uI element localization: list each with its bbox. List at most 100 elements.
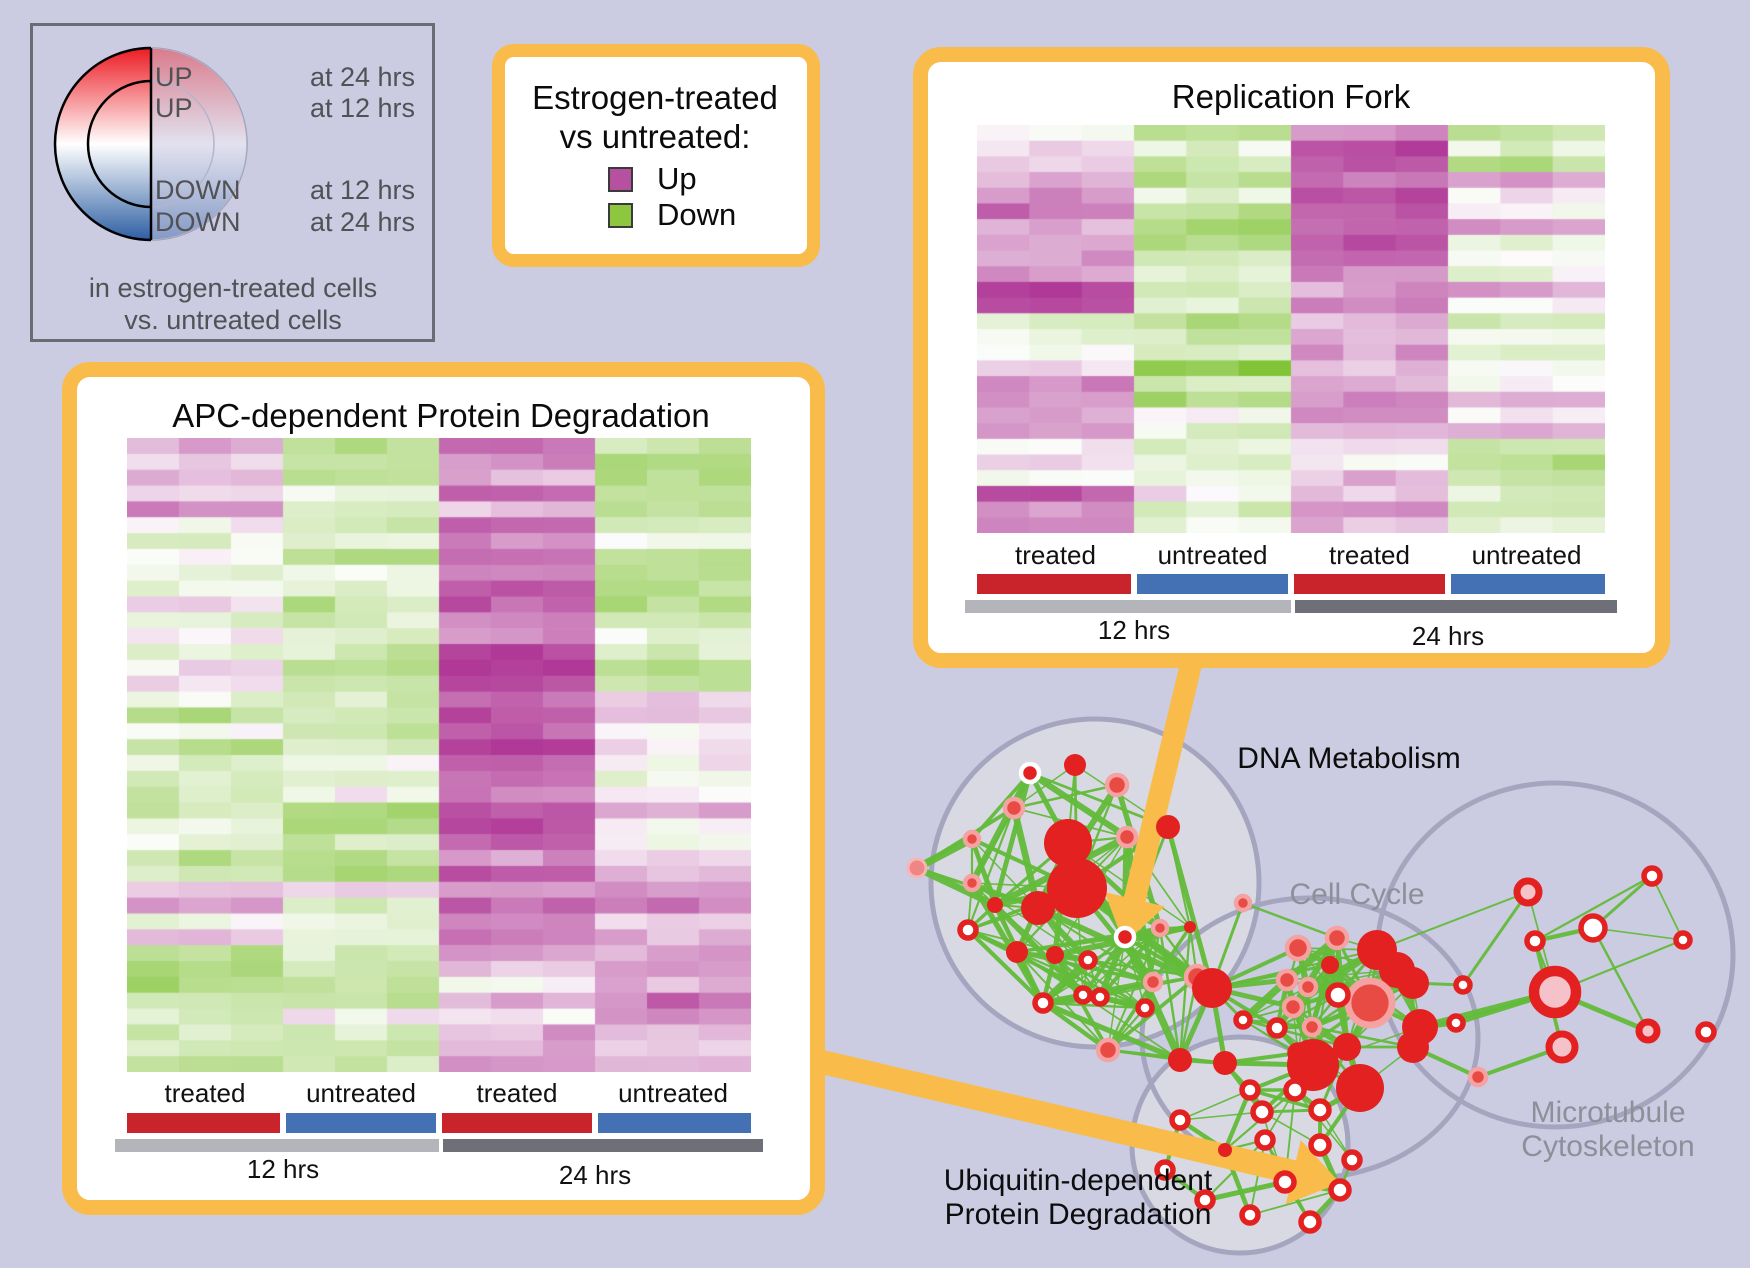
network-edge (1591, 927, 1650, 1032)
gene-node-ringP (1284, 934, 1312, 962)
network-edge (1592, 927, 1684, 941)
gene-node-solid (1044, 819, 1092, 867)
gene-node-ringP (962, 829, 982, 849)
network-edge (1013, 764, 1076, 809)
condition-color-bar (977, 574, 1131, 594)
gene-node-openW (1154, 1159, 1176, 1181)
gene-node-openW (1308, 1098, 1332, 1122)
gene-node-openP (1528, 965, 1582, 1019)
network-edge (1242, 1018, 1348, 1049)
network-edge (1179, 1111, 1263, 1121)
time-color-bar-12hrs (115, 1139, 439, 1152)
network-edge (1042, 935, 1126, 1005)
ring-row-time: at 12 hrs (309, 175, 415, 205)
time-label: 24 hrs (1411, 621, 1485, 651)
gene-node-solid (1046, 946, 1064, 964)
condition-label: treated (164, 1078, 246, 1108)
gene-node-openW (957, 919, 979, 941)
network-edge (1294, 1089, 1353, 1161)
condition-color-bar (442, 1113, 592, 1133)
gene-node-openW (1233, 1010, 1253, 1030)
condition-color-bar (286, 1113, 436, 1133)
gene-node-solid (1021, 891, 1055, 925)
gene-node-openW (1239, 1079, 1261, 1101)
apc-heatmap (127, 438, 751, 1072)
gene-node-openW (1090, 987, 1110, 1007)
condition-color-bar (598, 1113, 751, 1133)
gene-node-solid (1047, 858, 1107, 918)
gene-node-openW (1298, 1210, 1322, 1234)
condition-label: treated (1015, 540, 1096, 570)
gene-node-solid (987, 897, 1003, 913)
network-edge (966, 807, 1016, 931)
network-edge (1309, 964, 1333, 1028)
network-edge (1054, 953, 1146, 1010)
ring-row-time: at 24 hrs (309, 62, 415, 92)
gene-node-solid (1192, 968, 1232, 1008)
network-edge (1028, 770, 1129, 840)
gene-node-openW (1453, 975, 1473, 995)
gene-node-solid (1397, 1031, 1429, 1063)
gene-node-ringP (1344, 977, 1396, 1029)
gene-node-openW (1250, 1100, 1274, 1124)
updown-legend-title2: vs untreated: (559, 118, 751, 155)
network-edge (1165, 826, 1215, 989)
gene-node-openW (1135, 998, 1155, 1018)
gene-node-openW (1032, 992, 1054, 1014)
ring-row-time: at 12 hrs (309, 93, 415, 123)
condition-label: untreated (1157, 540, 1268, 570)
gene-node-openP (1545, 1030, 1579, 1064)
gene-node-ringP (1104, 772, 1130, 798)
gene-node-openW (1641, 865, 1663, 887)
condition-label: untreated (1471, 540, 1582, 570)
network-edge (1211, 963, 1331, 990)
network-edge (966, 928, 1045, 1005)
gene-node-openW (1254, 1129, 1276, 1151)
gene-node-solid (1006, 941, 1028, 963)
gene-node-ringP (1233, 893, 1253, 913)
network-edge (1107, 927, 1161, 1051)
time-color-bar-24hrs (1295, 600, 1617, 613)
gene-node-ringP (1095, 1037, 1121, 1063)
gene-node-openW (1194, 1189, 1216, 1211)
gene-node-ringP (1281, 995, 1305, 1019)
network-edge (1178, 926, 1192, 1061)
bottom-margin (0, 1268, 1750, 1279)
gene-node-ringP (1275, 968, 1299, 992)
gene-node-ringP (1297, 976, 1319, 998)
connector-arrow-head (1285, 1139, 1340, 1205)
gene-node-ringP (1324, 925, 1350, 951)
gene-node-openW (1073, 985, 1093, 1005)
gene-node-solid (1213, 1051, 1237, 1075)
network-edge (1249, 1088, 1321, 1112)
gene-node-openW (1283, 1078, 1307, 1102)
gene-node-openW (1341, 1149, 1363, 1171)
network-edge (1041, 1000, 1182, 1063)
gene-node-solid (1064, 754, 1086, 776)
condition-label: untreated (306, 1078, 416, 1108)
replication-fork-heatmap (977, 125, 1605, 533)
ring-legend-box: UP at 24 hrs UP at 12 hrs DOWN at 12 hrs… (30, 23, 435, 342)
condition-color-bar (127, 1113, 280, 1133)
network-edge (1041, 1001, 1110, 1052)
gene-node-solid (1287, 1039, 1339, 1091)
condition-label: treated (1329, 540, 1410, 570)
gene-node-solid (1336, 1064, 1384, 1112)
network-edge (1042, 1001, 1146, 1010)
network-edge (971, 807, 1015, 884)
network-edge (1249, 1189, 1341, 1216)
network-label-ub-label: Ubiquitin-dependent Protein Degradation (943, 1164, 1213, 1231)
gene-node-openW (1325, 982, 1351, 1008)
updown-legend-box: Estrogen-treated vs untreated: Up Down (492, 44, 820, 267)
gene-node-openW (1078, 950, 1098, 970)
network-edge (1311, 1025, 1414, 1049)
network-edge (1106, 981, 1155, 1051)
gene-node-openP (1635, 1018, 1661, 1044)
gene-node-ringP (1467, 1066, 1489, 1088)
up-down-ring-diagram (53, 46, 248, 242)
gene-node-openW (1266, 1017, 1288, 1039)
network-edge (1010, 807, 1042, 909)
gene-node-ringW (1113, 925, 1137, 949)
